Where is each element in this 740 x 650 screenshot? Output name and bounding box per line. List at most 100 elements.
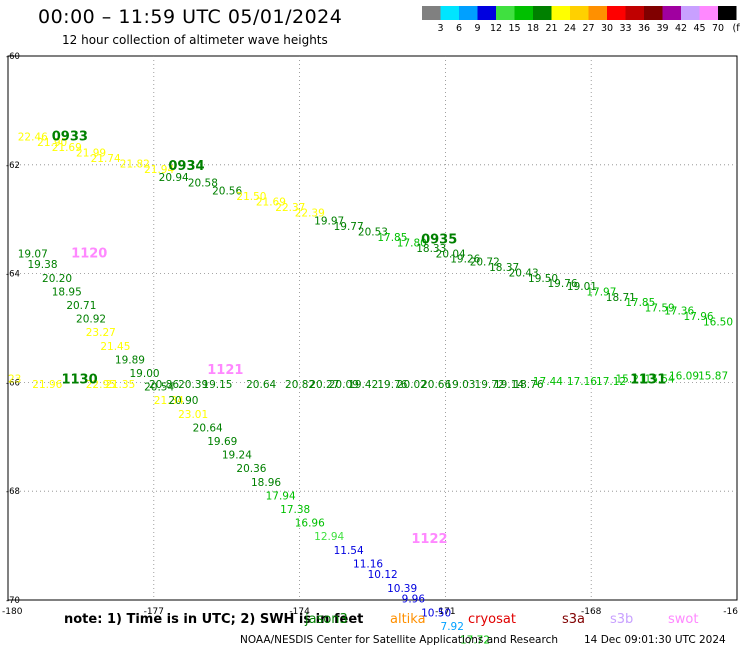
- swh-data-label: 22.37: [275, 202, 305, 214]
- pass-time-label: 1122: [411, 532, 447, 547]
- x-tick-label: -180: [2, 607, 23, 617]
- swh-data-label: 10.12: [368, 569, 398, 581]
- x-tick-label: -171: [435, 607, 455, 617]
- y-tick-label: -68: [6, 487, 20, 497]
- colorbar-tick-label: 9: [474, 23, 480, 34]
- swh-data-label: 19.24: [222, 450, 252, 462]
- chart-title: 00:00 – 11:59 UTC 05/01/2024: [38, 6, 343, 28]
- pass-time-label: 1131: [630, 372, 666, 387]
- swh-data-label: 15.87: [698, 371, 728, 383]
- colorbar-tick-label: 27: [582, 23, 594, 34]
- swh-data-label: 20.64: [193, 422, 223, 434]
- colorbar-swatch: [607, 6, 626, 20]
- swh-data-label: 17.59: [645, 303, 675, 315]
- swh-data-label: 20.64: [246, 379, 276, 391]
- swh-data-label: 23.27: [86, 327, 116, 339]
- swh-data-label: 19.14: [494, 379, 524, 391]
- swh-data-label: 17.85: [377, 232, 407, 244]
- swh-data-label: 18.33: [416, 243, 446, 255]
- swh-data-label: 19.69: [207, 436, 237, 448]
- colorbar-tick-label: 21: [545, 23, 557, 34]
- swh-data-label: 18.71: [606, 292, 636, 304]
- y-tick-label: -62: [6, 161, 20, 171]
- swh-data-label: 20.92: [76, 314, 106, 326]
- swh-data-label: 21.34: [154, 395, 184, 407]
- swh-data-label: 23: [8, 373, 21, 385]
- swh-data-label: 19.15: [202, 379, 232, 391]
- colorbar-swatch: [662, 6, 681, 20]
- swh-data-label: 10.39: [387, 583, 417, 595]
- swh-data-label: 22.95: [86, 379, 116, 391]
- y-tick-label: -64: [6, 270, 20, 280]
- swh-data-label: 21.69: [52, 142, 82, 154]
- swh-data-label: 19.77: [334, 221, 364, 233]
- swh-data-label: 20.36: [236, 463, 266, 475]
- swh-data-label: 18.96: [251, 477, 281, 489]
- colorbar-swatch: [496, 6, 515, 20]
- y-tick-label: -66: [6, 378, 20, 388]
- swh-data-label: 18.76: [513, 379, 543, 391]
- swh-data-label: 9.96: [402, 594, 426, 606]
- colorbar-tick-label: 42: [675, 23, 687, 34]
- swh-data-label: 21.74: [91, 153, 121, 165]
- swh-data-label: 21.82: [120, 159, 150, 171]
- swh-data-label: 21.99: [76, 148, 106, 160]
- swh-data-label: 20.66: [421, 379, 451, 391]
- swh-data-label: 7.92: [441, 621, 464, 633]
- x-tick-label: -168: [581, 607, 602, 617]
- swh-data-label: 19.00: [130, 368, 160, 380]
- timestamp: 14 Dec 09:01:30 UTC 2024: [584, 634, 726, 646]
- colorbar-tick-label: 33: [619, 23, 631, 34]
- swh-data-label: 20.71: [66, 300, 96, 312]
- swh-data-label: 19.76: [377, 379, 407, 391]
- swh-data-label: 21.50: [236, 191, 266, 203]
- swh-data-label: 19.26: [450, 254, 480, 266]
- swh-data-label: 12.94: [314, 531, 344, 543]
- colorbar-swatch: [440, 6, 459, 20]
- swh-data-label: 17.36: [664, 305, 694, 317]
- colorbar-tick-label: 3: [437, 23, 443, 34]
- swh-data-label: 19.89: [115, 354, 145, 366]
- swh-data-label: 17.85: [625, 297, 655, 309]
- swh-data-label: 21.45: [100, 341, 130, 353]
- swh-data-label: 20.27: [309, 379, 339, 391]
- colorbar-unit: (ft): [733, 23, 740, 34]
- swh-data-label: 19.97: [314, 216, 344, 228]
- swh-data-label: 17.97: [586, 286, 616, 298]
- swh-data-label: 17.96: [684, 311, 714, 323]
- satellite-label-jason3: jason3: [305, 612, 348, 627]
- x-tick-label: -16: [723, 607, 738, 617]
- y-tick-label: -70: [6, 596, 20, 606]
- swh-data-label: 19.76: [547, 278, 577, 290]
- swh-data-label: 20.56: [212, 186, 242, 198]
- colorbar-swatch: [533, 6, 552, 20]
- swh-data-label: 16.50: [703, 316, 733, 328]
- swh-data-label: 21.69: [256, 197, 286, 209]
- colorbar-tick-label: 70: [712, 23, 724, 34]
- colorbar-tick-label: 39: [656, 23, 668, 34]
- swh-data-label: 20.39: [178, 379, 208, 391]
- colorbar-swatch: [699, 6, 718, 20]
- chart-subtitle: 12 hour collection of altimeter wave hei…: [62, 33, 328, 47]
- satellite-label-s3b: s3b: [610, 612, 634, 627]
- colorbar-swatch: [459, 6, 478, 20]
- swh-data-label: 11.54: [334, 545, 364, 557]
- pass-time-label: 1120: [71, 246, 107, 261]
- colorbar-tick-label: 6: [456, 23, 462, 34]
- colorbar-tick-label: 45: [693, 23, 705, 34]
- colorbar-tick-label: 15: [508, 23, 520, 34]
- swh-data-label: 19.01: [567, 281, 597, 293]
- colorbar-swatch: [514, 6, 533, 20]
- colorbar-tick-label: 12: [490, 23, 502, 34]
- swh-data-label: 20.20: [42, 273, 72, 285]
- swh-data-label: 18.37: [489, 262, 519, 274]
- note-text: note: 1) Time is in UTC; 2) SWH is in fe…: [64, 612, 364, 627]
- swh-data-label: 15.54: [645, 373, 675, 385]
- swh-data-label: 21.96: [32, 379, 62, 391]
- swh-data-label: 19.38: [27, 259, 57, 271]
- pass-time-label: 0935: [421, 233, 457, 248]
- swh-data-label: 20.82: [285, 379, 315, 391]
- swh-data-label: 17.72: [460, 635, 490, 647]
- colorbar-swatch: [477, 6, 496, 20]
